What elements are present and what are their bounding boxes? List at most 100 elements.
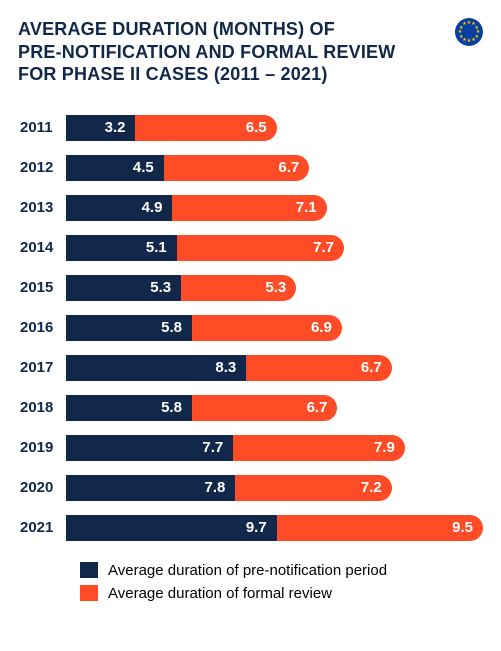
legend-swatch [80, 562, 98, 578]
value-label: 9.7 [246, 519, 267, 536]
title-line: FOR PHASE II CASES (2011 – 2021) [18, 63, 395, 86]
bar-segment-pre_notification: 9.7 [66, 515, 277, 541]
value-label: 3.2 [105, 119, 126, 136]
stacked-bar: 9.7 9.5 [66, 515, 483, 541]
year-label: 2020 [20, 479, 66, 496]
bar-track: 4.9 7.1 [66, 195, 483, 221]
value-label: 7.1 [296, 199, 317, 216]
stacked-bar: 4.9 7.1 [66, 195, 327, 221]
legend: Average duration of pre-notification per… [18, 562, 483, 602]
bar-track: 8.3 6.7 [66, 355, 483, 381]
value-label: 7.9 [374, 439, 395, 456]
chart-row: 2019 7.7 7.9 [20, 428, 483, 468]
bar-track: 5.1 7.7 [66, 235, 483, 261]
bar-track: 9.7 9.5 [66, 515, 483, 541]
legend-label: Average duration of formal review [108, 585, 332, 602]
year-label: 2015 [20, 279, 66, 296]
value-label: 6.7 [307, 399, 328, 416]
stacked-bar: 3.2 6.5 [66, 115, 277, 141]
bar-segment-formal_review: 9.5 [277, 515, 483, 541]
bar-segment-pre_notification: 5.8 [66, 395, 192, 421]
bar-segment-pre_notification: 7.7 [66, 435, 233, 461]
chart-row: 2020 7.8 7.2 [20, 468, 483, 508]
bar-segment-pre_notification: 8.3 [66, 355, 246, 381]
bar-segment-pre_notification: 5.3 [66, 275, 181, 301]
bar-segment-formal_review: 7.1 [172, 195, 326, 221]
bar-segment-formal_review: 6.9 [192, 315, 342, 341]
bar-segment-pre_notification: 4.5 [66, 155, 164, 181]
bar-segment-formal_review: 6.7 [246, 355, 392, 381]
value-label: 7.7 [202, 439, 223, 456]
bar-segment-formal_review: 7.9 [233, 435, 405, 461]
value-label: 7.8 [205, 479, 226, 496]
stacked-bar: 5.8 6.7 [66, 395, 337, 421]
value-label: 6.7 [361, 359, 382, 376]
value-label: 6.5 [246, 119, 267, 136]
eu-flag-icon: ★★★★★★★★★★★★ [455, 18, 483, 46]
bar-track: 7.8 7.2 [66, 475, 483, 501]
chart-row: 2015 5.3 5.3 [20, 268, 483, 308]
legend-label: Average duration of pre-notification per… [108, 562, 387, 579]
title-line: PRE-NOTIFICATION AND FORMAL REVIEW [18, 41, 395, 64]
year-label: 2021 [20, 519, 66, 536]
bar-segment-pre_notification: 5.1 [66, 235, 177, 261]
chart-row: 2013 4.9 7.1 [20, 188, 483, 228]
stacked-bar: 4.5 6.7 [66, 155, 309, 181]
bar-track: 7.7 7.9 [66, 435, 483, 461]
value-label: 4.5 [133, 159, 154, 176]
bar-segment-formal_review: 7.2 [235, 475, 391, 501]
bar-track: 5.8 6.7 [66, 395, 483, 421]
chart-row: 2012 4.5 6.7 [20, 148, 483, 188]
year-label: 2018 [20, 399, 66, 416]
bar-track: 3.2 6.5 [66, 115, 483, 141]
chart-title: AVERAGE DURATION (MONTHS) OFPRE-NOTIFICA… [18, 18, 395, 86]
stacked-bar: 5.1 7.7 [66, 235, 344, 261]
bar-chart: 2011 3.2 6.5 2012 4.5 6.7 2013 4.9 7.1 2014 5.1 7.7… [18, 108, 483, 548]
chart-row: 2021 9.7 9.5 [20, 508, 483, 548]
value-label: 6.7 [278, 159, 299, 176]
bar-track: 4.5 6.7 [66, 155, 483, 181]
value-label: 9.5 [452, 519, 473, 536]
chart-row: 2018 5.8 6.7 [20, 388, 483, 428]
stacked-bar: 8.3 6.7 [66, 355, 392, 381]
year-label: 2012 [20, 159, 66, 176]
value-label: 5.3 [150, 279, 171, 296]
legend-swatch [80, 585, 98, 601]
value-label: 5.1 [146, 239, 167, 256]
value-label: 5.8 [161, 399, 182, 416]
bar-segment-pre_notification: 3.2 [66, 115, 135, 141]
bar-track: 5.8 6.9 [66, 315, 483, 341]
year-label: 2011 [20, 119, 66, 136]
bar-segment-pre_notification: 5.8 [66, 315, 192, 341]
bar-segment-pre_notification: 7.8 [66, 475, 235, 501]
legend-item: Average duration of pre-notification per… [80, 562, 483, 579]
bar-track: 5.3 5.3 [66, 275, 483, 301]
stacked-bar: 5.8 6.9 [66, 315, 342, 341]
title-line: AVERAGE DURATION (MONTHS) OF [18, 18, 395, 41]
value-label: 5.8 [161, 319, 182, 336]
value-label: 7.2 [361, 479, 382, 496]
bar-segment-formal_review: 6.7 [192, 395, 338, 421]
bar-segment-formal_review: 6.5 [135, 115, 276, 141]
header: AVERAGE DURATION (MONTHS) OFPRE-NOTIFICA… [18, 18, 483, 86]
chart-row: 2014 5.1 7.7 [20, 228, 483, 268]
bar-segment-formal_review: 7.7 [177, 235, 344, 261]
value-label: 5.3 [265, 279, 286, 296]
value-label: 6.9 [311, 319, 332, 336]
stacked-bar: 7.8 7.2 [66, 475, 392, 501]
year-label: 2013 [20, 199, 66, 216]
year-label: 2019 [20, 439, 66, 456]
value-label: 4.9 [142, 199, 163, 216]
year-label: 2014 [20, 239, 66, 256]
chart-row: 20178.3 6.7 [20, 348, 483, 388]
bar-segment-pre_notification: 4.9 [66, 195, 172, 221]
year-label: 2017 [20, 359, 66, 376]
bar-segment-formal_review: 5.3 [181, 275, 296, 301]
stacked-bar: 7.7 7.9 [66, 435, 405, 461]
year-label: 2016 [20, 319, 66, 336]
legend-item: Average duration of formal review [80, 585, 483, 602]
chart-row: 2016 5.8 6.9 [20, 308, 483, 348]
chart-row: 2011 3.2 6.5 [20, 108, 483, 148]
stacked-bar: 5.3 5.3 [66, 275, 296, 301]
bar-segment-formal_review: 6.7 [164, 155, 310, 181]
